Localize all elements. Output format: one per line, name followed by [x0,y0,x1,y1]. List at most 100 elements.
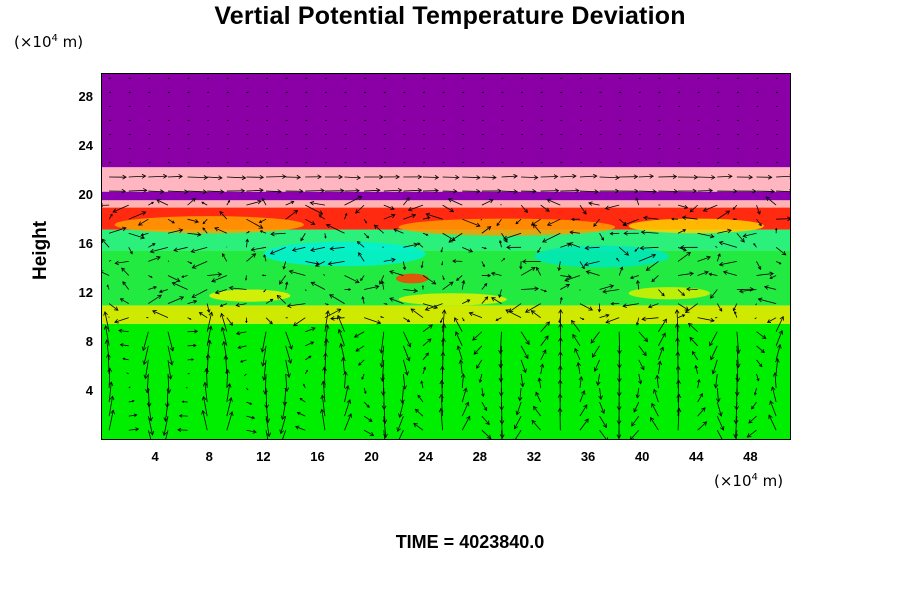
wind-arrowhead [736,349,741,355]
wind-arrow [206,303,210,313]
wind-arrow [540,162,543,164]
wind-arrow [380,331,385,354]
wind-arrow [775,247,786,256]
wind-arrow [716,253,721,262]
wind-arrow [560,284,570,290]
wind-arrowhead [515,221,519,225]
x-tick-label: 4 [151,449,159,464]
wind-arrow [677,229,686,234]
wind-arrowhead [689,271,694,277]
wind-arrowhead [251,415,256,420]
wind-arrow [677,408,680,431]
wind-arrow [560,133,563,136]
wind-arrow [122,281,130,290]
wind-arrow [593,218,600,227]
wind-arrow [651,275,659,282]
wind-arrow [397,416,404,432]
wind-arrowhead [456,345,462,350]
wind-arrow [403,243,418,248]
wind-arrowhead [103,311,108,316]
wind-arrowhead [742,233,748,238]
wind-arrowhead [689,336,694,342]
wind-arrow [748,415,757,424]
wind-arrow [121,267,130,276]
wind-arrowhead [141,346,147,352]
wind-arrowhead [327,261,333,266]
wind-arrow [363,429,374,436]
wind-arrowhead [650,416,655,422]
wind-arrowhead [649,174,654,179]
wind-arrow [618,247,629,256]
wind-arrowhead [279,280,284,285]
wind-arrowhead [427,338,432,343]
wind-arrowhead [201,395,207,401]
wind-arrowhead [484,282,488,287]
wind-arrow [501,133,504,136]
wind-arrowhead [390,213,396,219]
wind-arrowhead [617,378,622,383]
wind-arrow [324,162,328,164]
wind-arrowhead [330,316,335,321]
wind-arrow [520,345,529,359]
wind-arrow [520,373,524,387]
wind-arrow [422,119,426,122]
wind-arrow [676,309,679,332]
wind-arrowhead [778,329,784,335]
wind-arrowhead [546,221,552,226]
wind-arrowhead [595,381,601,386]
wind-arrow [736,105,739,108]
wind-arrow [462,147,465,150]
wind-arrow [715,373,718,388]
wind-arrow [653,389,659,403]
wind-arrow [344,105,347,108]
wind-arrowhead [671,217,674,221]
wind-arrowhead [318,215,322,218]
wind-arrowhead [769,400,774,406]
wind-arrow [202,218,208,224]
wind-arrowhead [291,247,297,252]
wind-arrowhead [572,173,577,179]
wind-arrowhead [488,199,494,204]
wind-arrow [211,275,227,282]
wind-arrow [148,243,156,248]
wind-arrowhead [498,239,502,244]
wind-arrowhead [499,420,505,425]
wind-arrowhead [651,278,656,283]
wind-arrow [263,359,267,381]
wind-arrow [481,283,488,290]
wind-arrow [579,77,583,79]
wind-arrowhead [535,266,540,271]
wind-arrowhead [391,257,396,263]
wind-arrow [293,317,306,327]
wind-arrow [514,430,522,440]
wind-arrow [246,162,249,164]
wind-arrow [540,204,550,212]
wind-arrow [246,429,257,433]
wind-arrow [246,133,249,136]
wind-arrow [344,385,349,403]
wind-arrow [756,162,759,164]
wind-arrow [226,369,229,389]
wind-arrow [324,91,328,93]
wind-arrowhead [684,205,689,210]
wind-arrow [481,199,494,206]
wind-arrow [285,147,288,150]
wind-arrowhead [540,363,545,368]
patch-8 [628,287,710,300]
wind-arrowhead [315,262,320,267]
wind-arrow [455,331,463,346]
wind-arrow [344,91,347,93]
x-tick-label: 48 [743,449,758,464]
wind-arrowhead [284,387,290,393]
wind-arrow [383,416,387,438]
wind-arrowhead [191,197,196,202]
wind-arrow [422,133,426,136]
wind-arrow [462,162,465,164]
x-tick-label: 20 [364,449,379,464]
wind-arrow [142,331,149,351]
wind-arrow [305,105,308,108]
wind-arrow [560,77,563,79]
wind-arrowhead [308,355,312,359]
wind-arrow [658,147,661,150]
wind-arrowhead [434,188,439,193]
